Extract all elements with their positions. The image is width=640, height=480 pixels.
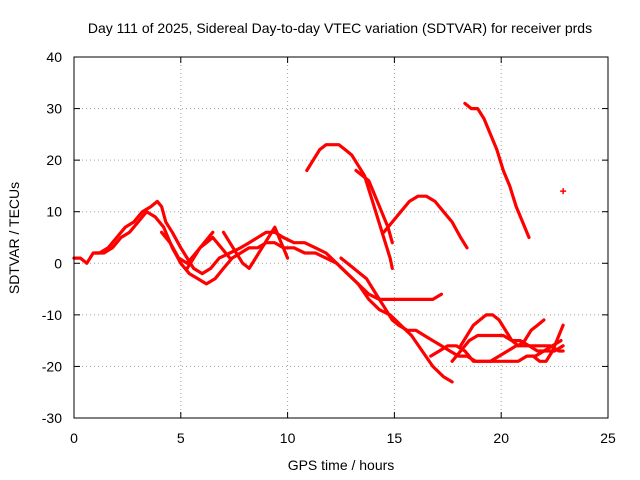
y-tick-label: 40 — [46, 49, 62, 65]
series-arc-8 — [450, 333, 565, 363]
axis-ticks: 0 5 10 15 20 25 -30 -20 -10 0 10 20 30 40 — [42, 49, 616, 446]
series-arc-7 — [429, 344, 565, 363]
y-tick-label: -30 — [42, 410, 62, 426]
x-axis-label: GPS time / hours — [288, 457, 395, 473]
series-arc-11 — [305, 143, 394, 270]
data-series — [72, 101, 567, 384]
series-arc-13 — [382, 194, 469, 250]
series-point-1 — [560, 188, 567, 195]
x-tick-label: 10 — [280, 430, 296, 446]
y-tick-label: 0 — [54, 255, 62, 271]
series-arc-14 — [463, 101, 531, 240]
x-tick-label: 15 — [387, 430, 403, 446]
plot-frame — [73, 56, 609, 419]
series-arc-5 — [221, 225, 290, 270]
x-tick-label: 25 — [600, 430, 616, 446]
y-tick-label: -20 — [42, 358, 62, 374]
x-tick-label: 20 — [493, 430, 509, 446]
y-tick-label: 30 — [46, 101, 62, 117]
x-tick-label: 0 — [70, 430, 78, 446]
series-arc-9 — [459, 313, 546, 348]
series-arc-10 — [531, 323, 565, 363]
series-arc-1 — [72, 199, 443, 301]
y-axis-label: SDTVAR / TECUs — [6, 182, 22, 294]
series-arc-4 — [185, 235, 232, 270]
y-tick-label: 10 — [46, 204, 62, 220]
chart-title: Day 111 of 2025, Sidereal Day-to-day VTE… — [88, 20, 592, 36]
series-arc-6 — [339, 256, 563, 363]
series-arc-2 — [93, 210, 454, 384]
x-tick-label: 5 — [177, 430, 185, 446]
y-tick-label: 20 — [46, 152, 62, 168]
y-tick-label: -10 — [42, 307, 62, 323]
